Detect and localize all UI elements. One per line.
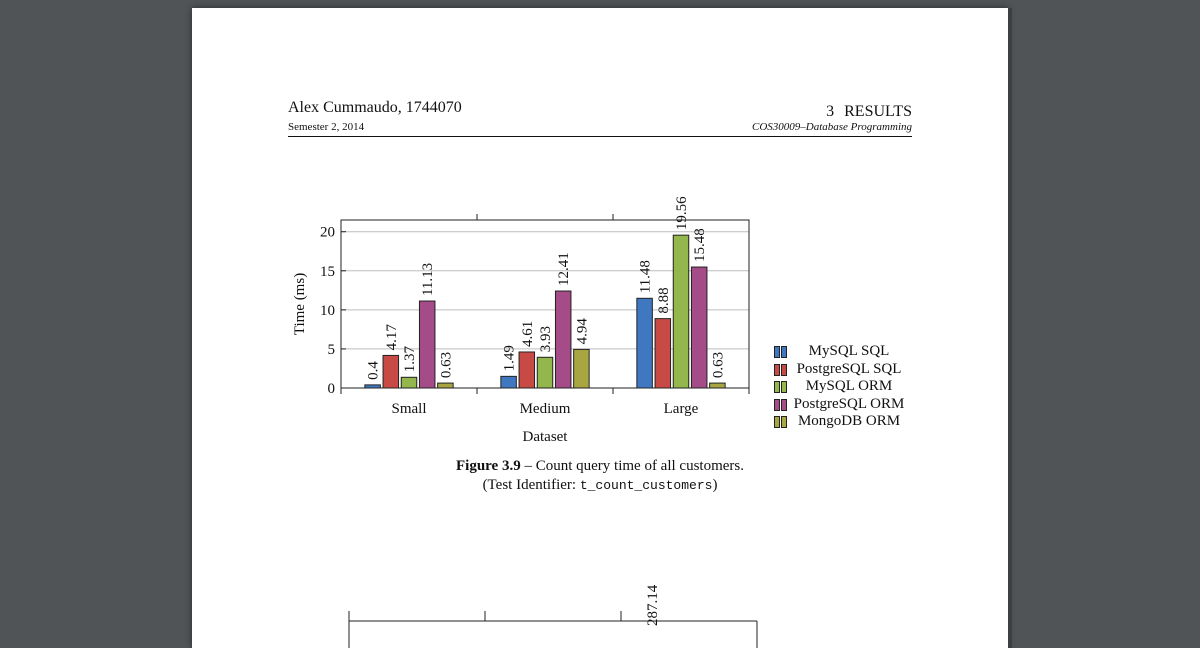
data-label: 4.94	[574, 318, 590, 345]
data-label: 3.93	[538, 326, 554, 352]
bar	[364, 384, 381, 389]
legend-swatch	[774, 346, 787, 358]
bar	[536, 356, 554, 389]
data-label: 1.37	[402, 346, 418, 373]
caption-text: – Count query time of all customers.	[520, 458, 744, 474]
test-identifier: t_count_customers	[579, 478, 713, 493]
bar	[418, 300, 436, 389]
bar	[554, 290, 572, 389]
caption-prefix: (Test Identifier:	[482, 477, 580, 493]
legend-label: MongoDB ORM	[797, 413, 901, 429]
bar	[636, 297, 653, 389]
bar	[500, 375, 517, 389]
bar	[709, 382, 726, 389]
data-label: 12.41	[556, 252, 572, 286]
page-edge	[1008, 8, 1012, 648]
data-label: 8.88	[656, 287, 672, 313]
data-label: 1.49	[502, 345, 518, 371]
data-label: 15.48	[692, 228, 708, 262]
data-label: 19.56	[674, 196, 690, 230]
legend-label: MySQL ORM	[805, 378, 893, 394]
data-label: 0.63	[710, 352, 726, 378]
y-tick-label: 20	[320, 225, 335, 241]
bar	[690, 266, 708, 389]
bar-chart-count-query: 0 5 10 15 20 Time (ms) Small 0.44.171.37 11.13 0.…	[292, 196, 758, 648]
header-rule	[288, 136, 912, 137]
x-tick-label: Large	[664, 401, 699, 417]
document-page: Alex Cummaudo, 1744070 Semester 2, 2014 …	[192, 8, 1008, 648]
legend-swatch	[774, 398, 787, 411]
data-label: 11.48	[638, 260, 654, 293]
x-tick-label: Small	[391, 401, 426, 417]
x-axis-label: Dataset	[523, 429, 569, 445]
header-course: COS30009–Database Programming	[751, 121, 912, 133]
caption-label: Figure 3.9	[455, 458, 521, 474]
legend-swatch	[774, 363, 787, 376]
legend-label: PostgreSQL ORM	[793, 395, 905, 412]
data-label: 287.14	[645, 584, 661, 626]
caption-suffix: )	[712, 477, 718, 493]
legend-swatch	[774, 416, 787, 428]
header-section: 3 RESULTS	[826, 103, 912, 120]
header-semester: Semester 2, 2014	[288, 121, 365, 133]
bar	[654, 318, 672, 389]
y-tick-label: 10	[320, 303, 335, 319]
bar	[382, 354, 400, 389]
data-label: 0.63	[438, 352, 454, 378]
y-tick-label: 5	[328, 342, 336, 358]
legend-label: MySQL SQL	[808, 343, 890, 359]
bar	[672, 234, 690, 389]
y-tick-label: 0	[328, 381, 336, 397]
y-tick-label: 15	[320, 264, 335, 280]
data-label: 11.13	[420, 263, 436, 296]
data-label: 4.17	[384, 324, 400, 351]
bar	[573, 348, 590, 389]
legend-label: PostgreSQL SQL	[796, 360, 902, 377]
bar	[518, 351, 536, 389]
header-author: Alex Cummaudo, 1744070	[288, 99, 462, 116]
data-label: 4.61	[520, 321, 536, 347]
data-label: 0.4	[366, 361, 382, 380]
x-tick-label: Medium	[520, 401, 571, 417]
figure-caption: Figure 3.9 – Count query time of all cus…	[192, 458, 1008, 475]
y-axis-label: Time (ms)	[292, 273, 308, 335]
figure-caption-line2: (Test Identifier: t_count_customers)	[192, 477, 1008, 494]
bar	[437, 382, 454, 389]
bar	[400, 376, 418, 389]
legend-swatch	[774, 381, 787, 393]
